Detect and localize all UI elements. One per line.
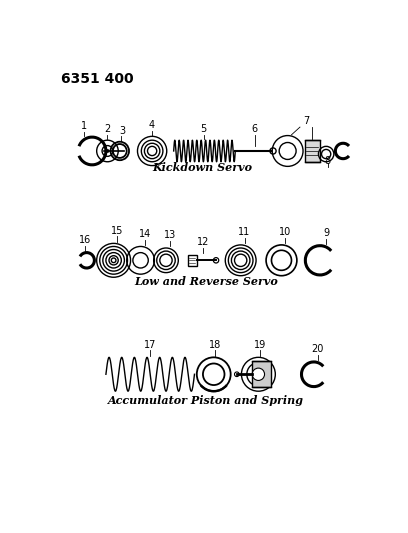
Circle shape <box>270 148 276 154</box>
Text: Accumulator Piston and Spring: Accumulator Piston and Spring <box>108 394 304 406</box>
Text: 12: 12 <box>197 237 209 247</box>
Circle shape <box>252 368 264 381</box>
Text: 15: 15 <box>111 225 124 236</box>
Text: 5: 5 <box>201 124 207 134</box>
Bar <box>188 255 197 265</box>
Text: 11: 11 <box>238 227 251 237</box>
Text: 1: 1 <box>81 121 87 131</box>
Text: 4: 4 <box>149 120 155 130</box>
Text: 6351 400: 6351 400 <box>61 71 134 86</box>
Text: 8: 8 <box>325 156 331 166</box>
Text: 20: 20 <box>311 344 324 354</box>
Text: 10: 10 <box>279 227 291 237</box>
Text: 17: 17 <box>144 340 156 350</box>
Text: 14: 14 <box>139 229 151 239</box>
Text: 13: 13 <box>164 230 176 240</box>
Circle shape <box>106 149 109 152</box>
Text: 16: 16 <box>79 235 91 245</box>
Text: 19: 19 <box>254 340 266 350</box>
Circle shape <box>213 257 219 263</box>
Text: 2: 2 <box>104 124 111 134</box>
Text: Low and Reverse Servo: Low and Reverse Servo <box>134 276 278 287</box>
Text: 6: 6 <box>251 124 257 134</box>
Circle shape <box>235 372 239 377</box>
Bar <box>252 361 271 387</box>
Text: 7: 7 <box>303 116 309 126</box>
Bar <box>305 140 320 161</box>
Text: 3: 3 <box>120 126 126 135</box>
Text: Kickdown Servo: Kickdown Servo <box>152 162 252 173</box>
Text: 9: 9 <box>323 228 329 238</box>
Text: 18: 18 <box>209 340 222 350</box>
